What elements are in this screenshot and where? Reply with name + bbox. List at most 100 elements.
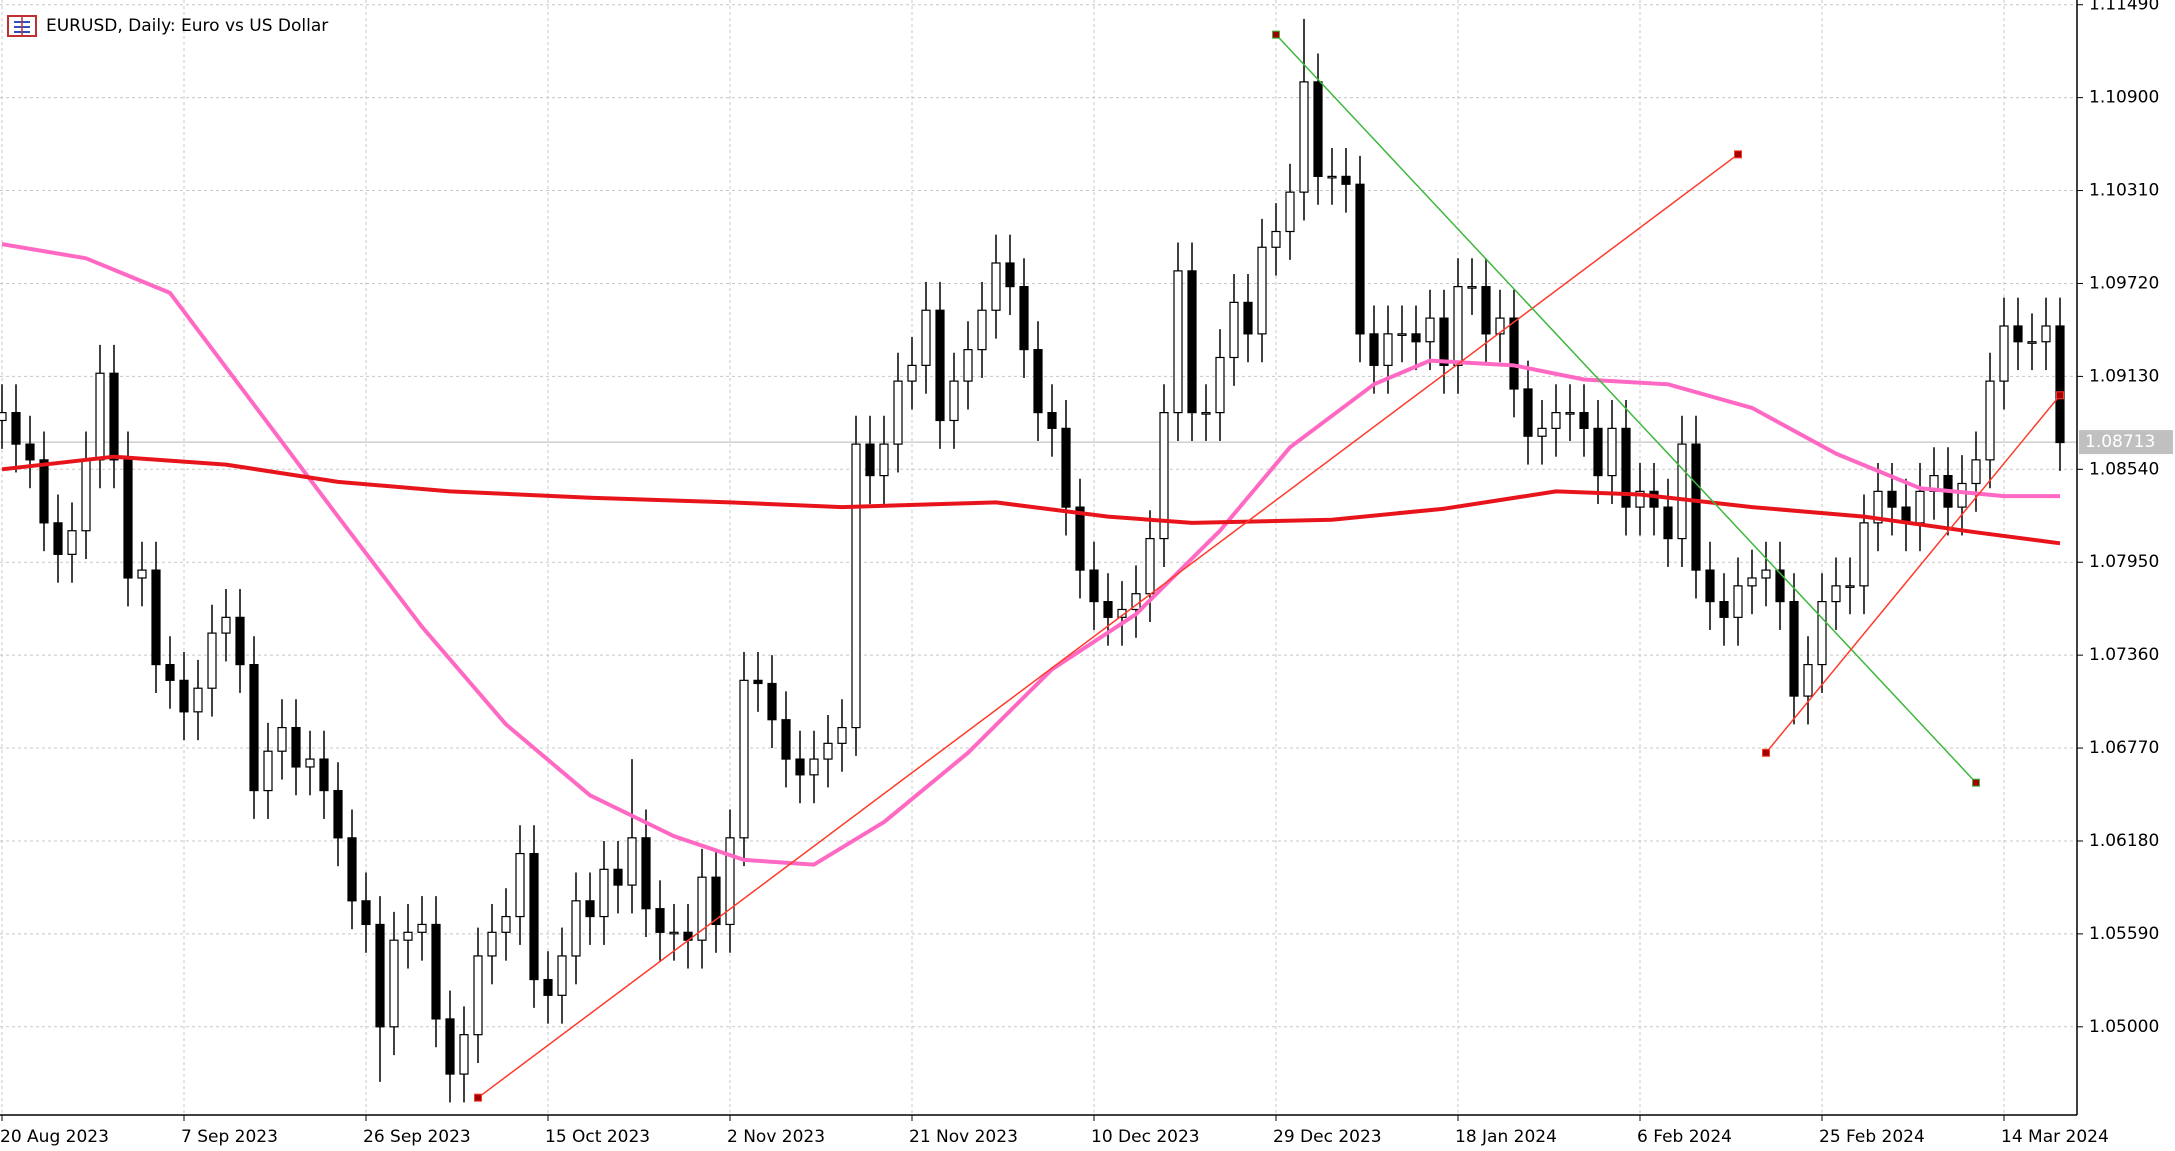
candle-body [921,309,931,366]
y-tick-label: 1.05000 [2089,1017,2159,1037]
y-tick-label: 1.07360 [2089,645,2159,665]
candle-body [431,923,441,1020]
candle-body [263,750,273,792]
candle-body [277,726,287,752]
candle-body [697,876,707,941]
candle-body [1047,412,1057,429]
candle-body [669,931,679,935]
candle-body [109,372,119,461]
candle-body [473,955,483,1036]
candle-body [725,837,735,926]
candle-body [291,726,301,768]
candle-body [1187,270,1197,414]
candle-body [823,742,833,760]
candle-body [907,364,917,382]
candle-body [1635,490,1645,508]
candle-body [1201,412,1211,415]
candle-body [1061,427,1071,508]
candle-body [767,682,777,721]
trendline [477,153,1739,1099]
x-tick-label: 7 Sep 2023 [181,1127,278,1147]
candle-body [1733,585,1743,618]
candle-body [123,459,133,579]
moving-average [1,242,2060,867]
candle-body [1621,427,1631,508]
y-tick-label: 1.09130 [2089,366,2159,386]
y-tick-label: 1.05590 [2089,924,2159,944]
candle-body [585,900,595,918]
candle-body [1257,246,1267,335]
candle-body [1299,81,1309,193]
candle-body [1509,317,1519,390]
candle-body [39,459,49,524]
candle-body [1411,333,1421,343]
candle-body [935,309,945,422]
price-tag [2079,430,2173,455]
candle-body [1761,569,1771,579]
x-tick-label: 14 Mar 2024 [2001,1127,2109,1147]
candle-body [1243,301,1253,335]
candle-body [445,1018,455,1075]
candle-body [1957,482,1967,508]
candle-body [2027,341,2037,344]
candle-body [417,923,427,933]
candle-body [1607,427,1617,477]
y-tick-label: 1.11490 [2089,0,2159,15]
candle-body [1537,427,1547,437]
candle-body [949,380,959,422]
x-tick-label: 10 Dec 2023 [1091,1127,1200,1147]
candle-body [459,1034,469,1075]
candle-body [1383,333,1393,366]
candle-body [1285,191,1295,233]
candle-body [1523,388,1533,437]
candle-body [1145,538,1155,595]
trendline-anchor [1762,748,1770,757]
candle-body [165,663,175,681]
candle-body [515,852,525,918]
candle-body [1439,317,1449,366]
y-tick-label: 1.06180 [2089,831,2159,851]
candle-body [193,687,203,713]
candle-body [963,349,973,382]
candle-body [753,679,763,685]
candle-body [977,309,987,351]
candle-body [389,939,399,1028]
candle-body [1705,569,1715,603]
candle-body [865,443,875,477]
candle-body [781,719,791,760]
candle-body [571,900,581,957]
y-tick-label: 1.06770 [2089,738,2159,758]
candle-body [1649,490,1659,508]
candle-body [613,868,623,886]
candle-body [207,632,217,689]
candle-body [1075,506,1085,571]
candle-body [1005,262,1015,288]
candle-body [893,380,903,445]
candle-body [375,923,385,1028]
candle-body [361,900,371,926]
candle-body [1803,663,1813,697]
candle-body [1551,412,1561,429]
candle-body [0,412,7,422]
candle-body [655,908,665,933]
candle-body [1355,183,1365,335]
candle-body [1341,175,1351,185]
candle-body [1089,569,1099,603]
candle-body [1985,380,1995,461]
plot-layer [0,0,2077,1115]
candle-body [501,915,511,933]
trendline-anchor [1972,778,1980,787]
candle-body [221,616,231,634]
y-tick-label: 1.07950 [2089,552,2159,572]
candle-body [1677,443,1687,540]
trendline-anchor [1734,150,1742,159]
candle-body [305,758,315,768]
x-tick-label: 26 Sep 2023 [363,1127,471,1147]
y-tick-label: 1.10900 [2089,88,2159,108]
candle-body [179,679,189,713]
y-tick-label: 1.09720 [2089,273,2159,293]
candle-body [879,443,889,477]
candle-body [557,955,567,996]
trendline [1275,34,1977,784]
